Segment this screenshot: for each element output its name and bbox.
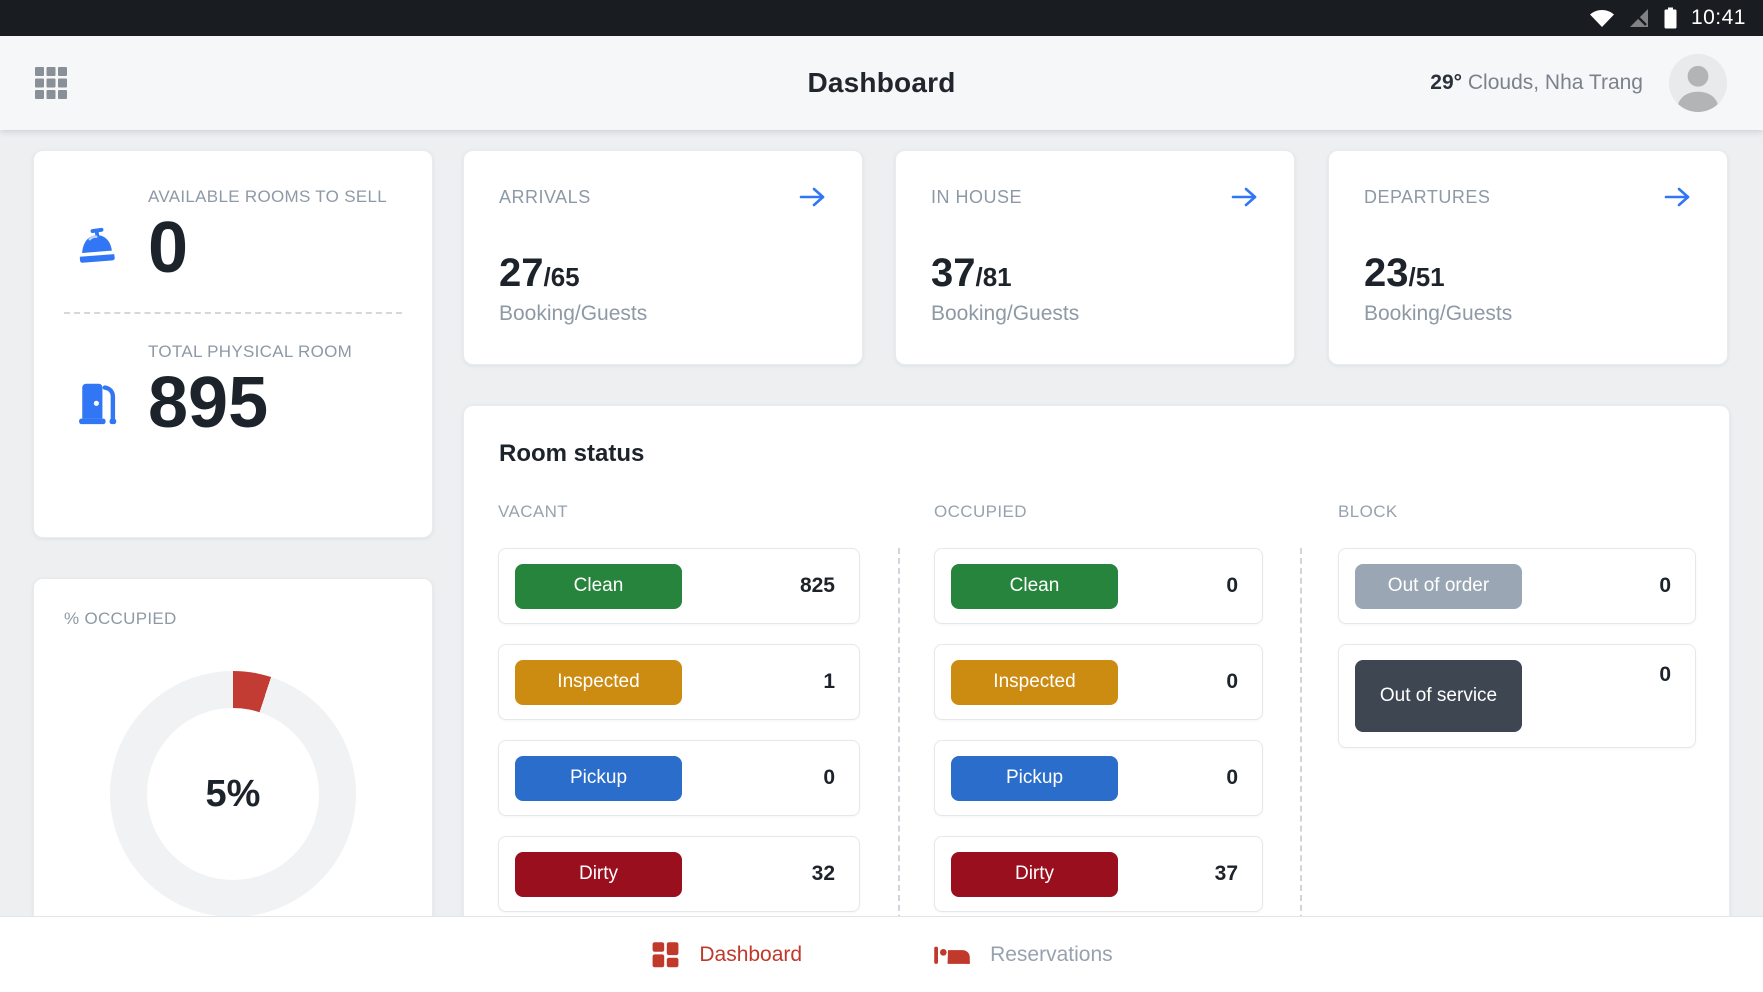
nav-item-reservations[interactable]: Reservations	[932, 941, 1113, 969]
occupancy-donut-chart: 5%	[110, 671, 356, 917]
available-rooms-label: AVAILABLE ROOMS TO SELL	[148, 187, 388, 206]
status-badge: Out of service	[1355, 660, 1522, 732]
user-avatar[interactable]	[1669, 54, 1727, 112]
departures-count: 23	[1364, 251, 1409, 295]
vacant-header: VACANT	[498, 502, 569, 521]
column-separator	[898, 548, 900, 992]
status-count: 825	[799, 574, 835, 597]
status-count: 0	[1659, 574, 1671, 597]
in-house-numbers: 37/81 Booking/Guests	[931, 251, 1259, 326]
occupancy-donut-center: 5%	[147, 708, 319, 880]
departures-caption: Booking/Guests	[1364, 302, 1513, 325]
summary-divider	[64, 311, 402, 314]
status-row-block-out-of-order[interactable]: Out of order 0	[1338, 548, 1696, 624]
status-row-vacant-clean[interactable]: Clean 825	[498, 548, 860, 624]
bed-icon	[932, 941, 972, 969]
door-icon	[74, 379, 148, 427]
total-rooms-label: TOTAL PHYSICAL ROOM	[148, 341, 353, 361]
in-house-count: 37	[931, 251, 976, 295]
bottom-navigation: Dashboard Reservations	[0, 916, 1763, 992]
block-column: Out of order 0 Out of service 0	[1338, 548, 1696, 768]
arrivals-numbers: 27/65 Booking/Guests	[499, 251, 827, 326]
status-badge: Dirty	[951, 851, 1118, 897]
available-rooms-block: AVAILABLE ROOMS TO SELL 0	[34, 151, 432, 286]
clock-time: 10:41	[1690, 6, 1746, 29]
room-status-title: Room status	[499, 440, 645, 467]
arrivals-total: /65	[543, 262, 580, 292]
status-row-vacant-inspected[interactable]: Inspected 1	[498, 644, 860, 720]
dashboard-icon	[650, 938, 681, 971]
occupied-column: Clean 0 Inspected 0 Pickup 0 Dirty 37	[934, 548, 1263, 932]
total-rooms-value: 895	[148, 362, 269, 443]
nav-label-dashboard: Dashboard	[699, 942, 803, 966]
nav-label-reservations: Reservations	[990, 942, 1113, 966]
app-header: Dashboard 29° Clouds, Nha Trang	[0, 36, 1763, 130]
status-row-occupied-clean[interactable]: Clean 0	[934, 548, 1263, 624]
cellular-off-icon	[1628, 7, 1650, 29]
departures-total: /51	[1408, 262, 1445, 292]
status-row-occupied-inspected[interactable]: Inspected 0	[934, 644, 1263, 720]
wifi-icon	[1589, 8, 1615, 28]
status-bar: 10:41	[0, 0, 1763, 36]
block-header: BLOCK	[1338, 502, 1398, 521]
page-title: Dashboard	[807, 67, 956, 98]
room-status-card: Room status VACANT OCCUPIED BLOCK Clean …	[463, 405, 1730, 992]
in-house-caption: Booking/Guests	[931, 302, 1080, 325]
vacant-column: Clean 825 Inspected 1 Pickup 0 Dirty 32	[498, 548, 860, 932]
weather-location: Clouds, Nha Trang	[1467, 71, 1643, 94]
arrivals-caption: Booking/Guests	[499, 302, 648, 325]
status-row-occupied-pickup[interactable]: Pickup 0	[934, 740, 1263, 816]
status-row-vacant-dirty[interactable]: Dirty 32	[498, 836, 860, 912]
battery-icon	[1663, 6, 1678, 30]
occupancy-value: 5%	[205, 772, 261, 815]
service-bell-icon	[74, 227, 148, 269]
header-right: 29° Clouds, Nha Trang	[1430, 36, 1727, 130]
arrivals-count: 27	[499, 251, 544, 295]
status-count: 1	[823, 670, 835, 693]
arrow-right-icon[interactable]	[1229, 185, 1259, 209]
departures-card[interactable]: DEPARTURES 23/51 Booking/Guests	[1328, 150, 1728, 365]
status-badge: Clean	[951, 563, 1118, 609]
in-house-total: /81	[975, 262, 1012, 292]
status-row-block-out-of-service[interactable]: Out of service 0	[1338, 644, 1696, 748]
departures-label: DEPARTURES	[1364, 186, 1491, 207]
arrow-right-icon[interactable]	[797, 185, 827, 209]
in-house-card[interactable]: IN HOUSE 37/81 Booking/Guests	[895, 150, 1295, 365]
available-rooms-value: 0	[148, 208, 189, 288]
departures-numbers: 23/51 Booking/Guests	[1364, 251, 1692, 326]
status-count: 0	[1226, 574, 1238, 597]
arrivals-label: ARRIVALS	[499, 186, 591, 207]
status-count: 0	[1226, 766, 1238, 789]
status-badge: Clean	[515, 563, 682, 609]
status-count: 0	[1226, 670, 1238, 693]
status-count: 0	[823, 766, 835, 789]
rooms-summary-card: AVAILABLE ROOMS TO SELL 0 TOTAL PHYSICAL…	[33, 150, 433, 538]
status-badge: Dirty	[515, 851, 682, 897]
status-badge: Inspected	[515, 659, 682, 705]
nav-item-dashboard[interactable]: Dashboard	[650, 938, 802, 971]
status-count: 32	[811, 862, 835, 885]
status-badge: Pickup	[515, 755, 682, 801]
status-badge: Inspected	[951, 659, 1118, 705]
arrow-right-icon[interactable]	[1662, 185, 1692, 209]
column-separator	[1300, 548, 1302, 992]
status-row-vacant-pickup[interactable]: Pickup 0	[498, 740, 860, 816]
status-badge: Out of order	[1355, 563, 1522, 609]
occupancy-label: % OCCUPIED	[64, 609, 177, 628]
arrivals-card[interactable]: ARRIVALS 27/65 Booking/Guests	[463, 150, 863, 365]
status-count: 0	[1659, 663, 1671, 686]
grid-menu-icon[interactable]	[33, 65, 69, 101]
occupied-header: OCCUPIED	[934, 502, 1027, 521]
in-house-label: IN HOUSE	[931, 186, 1023, 207]
weather-temp: 29°	[1430, 71, 1463, 94]
status-badge: Pickup	[951, 755, 1118, 801]
total-rooms-block: TOTAL PHYSICAL ROOM 895	[34, 314, 432, 441]
status-count: 37	[1214, 862, 1238, 885]
status-row-occupied-dirty[interactable]: Dirty 37	[934, 836, 1263, 912]
weather-info: 29° Clouds, Nha Trang	[1430, 71, 1643, 95]
